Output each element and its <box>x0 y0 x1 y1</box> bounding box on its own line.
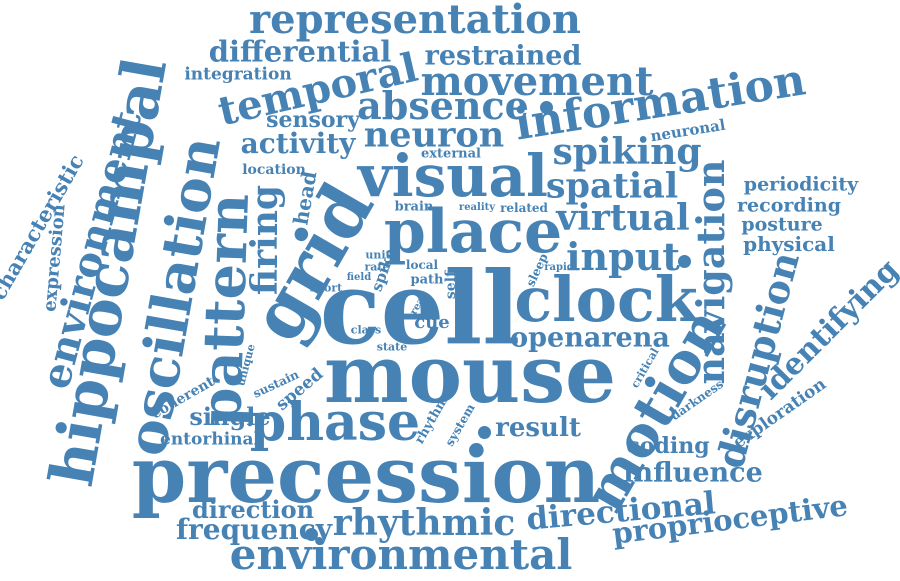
word-direction: direction <box>191 495 315 524</box>
word-spatial: spatial <box>545 165 679 207</box>
word-separator-dot <box>305 528 318 541</box>
word-state: state <box>376 340 408 354</box>
word-physical: physical <box>743 232 835 256</box>
word-place: place <box>383 197 563 267</box>
word-virtual: virtual <box>556 197 690 239</box>
word-result: result <box>495 413 581 443</box>
word-entorhinal: entorhinal <box>160 429 260 450</box>
word-activity: activity <box>240 127 356 160</box>
word-reality: reality <box>458 202 496 213</box>
word-neuron: neuron <box>363 114 505 156</box>
word-separator-dot <box>540 101 553 114</box>
word-input: input <box>566 234 680 279</box>
word-field: field <box>346 272 372 283</box>
word-related: related <box>500 201 548 215</box>
word-periodicity: periodicity <box>743 173 859 196</box>
word-openarena: openarena <box>510 322 670 354</box>
word-firing: firing <box>244 184 286 296</box>
word-unit: unit <box>365 248 391 262</box>
word-path: path <box>410 272 444 288</box>
word-differential: differential <box>208 34 392 69</box>
word-short: short <box>309 281 343 295</box>
word-precession: precession <box>131 430 601 521</box>
word-environmental: environmental <box>229 530 573 579</box>
word-brain: brain <box>394 199 434 215</box>
word-single: single <box>189 402 271 431</box>
word-movement: movement <box>420 58 654 105</box>
word-mouse: mouse <box>323 327 617 421</box>
word-rapid: rapid <box>544 262 574 273</box>
word-posture: posture <box>741 213 823 236</box>
word-external: external <box>421 146 481 162</box>
word-influence: influence <box>623 457 763 489</box>
word-clock: clock <box>514 263 698 336</box>
word-restrained: restrained <box>424 40 582 72</box>
word-representation: representation <box>249 0 581 43</box>
word-cue: cue <box>414 312 450 333</box>
word-rhythmic: rhythmic <box>332 502 516 544</box>
word-integration: integration <box>184 64 292 85</box>
word-coding: coding <box>626 433 710 459</box>
word-visual: visual <box>357 142 549 210</box>
word-spiking: spiking <box>552 131 702 173</box>
word-class: class <box>350 323 382 337</box>
word-separator-dot <box>478 426 491 439</box>
word-location: location <box>242 162 306 178</box>
word-recording: recording <box>737 194 841 217</box>
word-phase: phase <box>249 392 421 453</box>
word-absence: absence <box>357 83 529 128</box>
word-sensory: sensory <box>266 107 360 133</box>
word-cell: cell <box>319 249 521 367</box>
word-separator-dot <box>678 255 691 268</box>
word-rate: rate <box>364 260 390 274</box>
word-local: local <box>405 258 439 272</box>
